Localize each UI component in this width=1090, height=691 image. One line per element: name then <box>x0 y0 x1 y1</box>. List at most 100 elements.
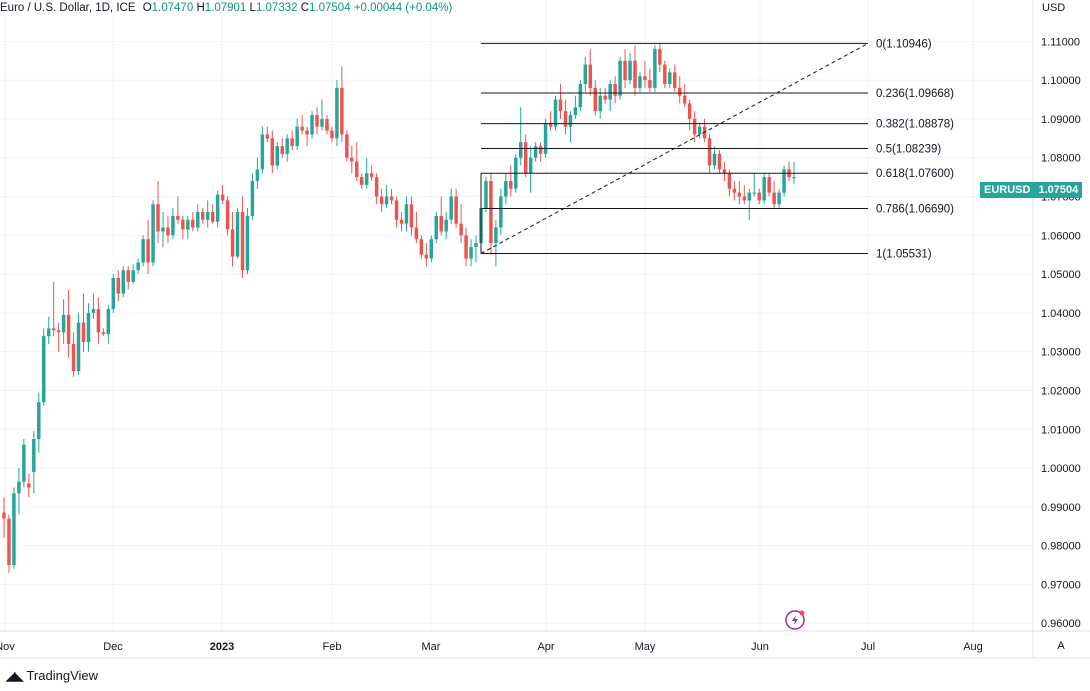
candle-body <box>260 134 265 170</box>
high-value: 1.07901 <box>204 2 247 14</box>
candle-body <box>210 212 215 222</box>
candle-body <box>106 309 111 335</box>
candle-body <box>409 204 414 228</box>
candle-body <box>191 219 195 228</box>
candle-body <box>340 87 344 135</box>
candle-body <box>583 64 588 85</box>
tradingview-logo-icon: ◢◣ <box>6 668 23 683</box>
candle-body <box>12 493 16 566</box>
fib-level-label: 0.5(1.08239) <box>876 143 941 155</box>
candle-body <box>76 322 81 372</box>
candle-body <box>320 118 324 127</box>
price-tick-label: 0.99000 <box>1041 502 1081 514</box>
last-price-tag: EURUSD 1.07504 <box>980 182 1083 198</box>
candle-body <box>573 107 578 116</box>
price-tick-label: 0.98000 <box>1041 541 1081 553</box>
candle-body <box>474 243 478 247</box>
candle-body <box>275 146 280 166</box>
price-tick-label: 0.97000 <box>1041 579 1081 591</box>
candle-body <box>141 239 145 263</box>
candle-body <box>568 115 573 127</box>
candle-body <box>146 239 150 263</box>
candle-body <box>459 223 463 236</box>
candle-body <box>255 169 260 181</box>
candle-body <box>464 235 468 259</box>
candle-body <box>384 196 389 205</box>
candle-body <box>578 84 583 108</box>
candle-body <box>240 212 245 271</box>
candle-body <box>32 438 36 472</box>
fib-level-label: 1(1.05531) <box>876 248 932 260</box>
close-value: 1.07504 <box>309 2 351 14</box>
candle-body <box>687 103 692 119</box>
candle-body <box>543 122 548 154</box>
candle-body <box>772 192 776 205</box>
candle-body <box>707 138 712 166</box>
fib-level-label: 0.786(1.06690) <box>876 204 954 216</box>
fib-level-label: 0.618(1.07600) <box>876 168 954 180</box>
time-tick-label: May <box>635 641 656 653</box>
candle-body <box>364 173 369 185</box>
candle-body <box>56 330 61 333</box>
candle-body <box>161 227 165 232</box>
candle-body <box>2 512 6 519</box>
candle-body <box>673 72 677 88</box>
fibonacci-retracement[interactable]: 0(1.10946) 0.236(1.09668) 0.382(1.08878) 0.… <box>480 38 954 260</box>
candle-body <box>792 177 796 179</box>
candle-body <box>66 314 71 344</box>
candle-body <box>439 215 443 232</box>
candle-body <box>449 196 453 220</box>
candle-body <box>335 87 339 139</box>
price-axis[interactable]: 0.96000 0.97000 0.98000 0.99000 1.00000 1.010… <box>1041 36 1081 630</box>
candle-body <box>419 239 424 255</box>
watermark-text: TradingView <box>26 668 99 683</box>
candle-body <box>46 328 51 337</box>
time-tick-label: Jul <box>861 641 875 653</box>
candle-body <box>767 177 771 193</box>
price-tick-label: 1.04000 <box>1041 308 1081 320</box>
candle-body <box>250 180 255 216</box>
open-label: O <box>142 2 152 14</box>
candle-body <box>27 483 31 488</box>
candle-body <box>494 227 498 244</box>
candle-body <box>523 142 528 174</box>
candle-body <box>295 126 299 147</box>
lightning-icon[interactable] <box>785 610 805 630</box>
price-tick-label: 1.00000 <box>1041 463 1081 475</box>
candle-body <box>116 277 121 294</box>
auto-scale-button[interactable]: A <box>1057 640 1065 652</box>
candle-body <box>692 118 697 135</box>
time-axis[interactable]: Nov Dec 2023 Feb Mar Apr May Jun Jul Aug <box>0 641 983 653</box>
candle-body <box>528 157 533 174</box>
candle-body <box>563 111 568 127</box>
candle-body <box>757 192 761 201</box>
candle-body <box>17 481 21 494</box>
candle-body <box>618 60 622 96</box>
candle-body <box>235 212 240 257</box>
change-value: +0.00044 (+0.04%) <box>353 2 453 14</box>
candle-body <box>290 138 294 147</box>
candle-body <box>71 343 76 372</box>
price-tag-symbol: EURUSD <box>980 182 1035 198</box>
tradingview-watermark[interactable]: ◢◣ TradingView <box>6 668 98 683</box>
candle-body <box>777 192 781 205</box>
candle-body <box>330 130 334 139</box>
candle-body <box>126 270 130 282</box>
candle-body <box>399 219 404 224</box>
price-tick-label: 1.08000 <box>1041 153 1081 165</box>
time-tick-label: 2023 <box>210 641 234 653</box>
candle-body <box>484 180 488 209</box>
candle-body <box>156 204 160 232</box>
candle-body <box>350 157 354 162</box>
candle-body <box>196 212 200 228</box>
candle-body <box>225 200 230 230</box>
candle-body <box>230 229 235 257</box>
candle-body <box>504 180 508 197</box>
candle-body <box>663 64 667 85</box>
candle-body <box>389 196 394 201</box>
candle-body <box>215 194 220 222</box>
price-tick-label: 1.01000 <box>1041 424 1081 436</box>
open-value: 1.07470 <box>151 2 194 14</box>
candle-body <box>653 49 657 88</box>
